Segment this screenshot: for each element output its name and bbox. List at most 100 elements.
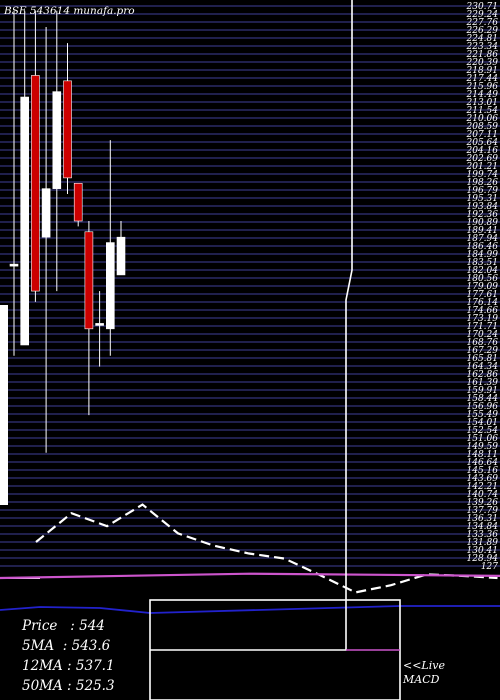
ma50-label: 50MA (22, 678, 63, 694)
price-axis-label: 133.36 (467, 530, 499, 540)
price-axis-label: 152.54 (467, 426, 499, 436)
price-axis-label: 229.24 (466, 10, 499, 20)
price-axis-label: 127 (481, 562, 498, 572)
price-axis-label: 189.41 (467, 226, 499, 236)
price-axis-label: 196.79 (467, 186, 499, 196)
price-axis-label: 151.06 (467, 434, 499, 444)
price-axis-label: 136.31 (467, 514, 499, 524)
macd-histogram-line (150, 0, 353, 651)
price-axis-label: 139.26 (467, 498, 499, 508)
ma12-value: 537.1 (75, 658, 115, 674)
price-axis-label: 223.34 (466, 42, 499, 52)
price-axis-label: 140.74 (467, 490, 499, 500)
price-grid (0, 5, 500, 567)
price-axis-label: 177.61 (467, 290, 499, 300)
price-row: Price : 544 (22, 618, 105, 634)
live-label[interactable]: <<Live (403, 659, 445, 672)
volume-line (0, 605, 500, 614)
price-axis-label: 156.96 (467, 402, 499, 412)
price-axis-label: 171.71 (467, 322, 499, 332)
ma5-value: 543.6 (71, 638, 111, 654)
price-axis-label: 161.39 (467, 378, 499, 388)
price-axis-label: 213.01 (466, 98, 499, 108)
ma50-value: 525.3 (75, 678, 115, 694)
price-axis-label: 201.21 (466, 162, 499, 172)
price-axis-label: 199.74 (467, 170, 499, 180)
candle-body (41, 188, 51, 238)
candle-body (20, 96, 30, 346)
live-macd-label: <<Live MACD (403, 659, 445, 687)
candle-body (116, 236, 126, 276)
signal-line (0, 572, 500, 580)
price-axis-label: 184.99 (467, 250, 499, 260)
price-axis-label: 186.46 (467, 242, 499, 252)
price-axis-label: 226.29 (466, 26, 499, 36)
price-axis-label: 179.09 (467, 282, 499, 292)
price-axis-label: 142.21 (467, 482, 499, 492)
candle-body (31, 75, 40, 292)
price-axis-label: 207.11 (466, 130, 499, 140)
price-axis-label: 211.54 (466, 106, 499, 116)
price-axis-label: 224.81 (466, 34, 499, 44)
candle-body (95, 323, 104, 326)
price-axis-label: 130.41 (467, 546, 499, 556)
candle-body (9, 263, 19, 267)
price-axis-label: 131.89 (467, 538, 499, 548)
price-axis-label: 217.44 (466, 74, 499, 84)
price-axis-label: 182.04 (467, 266, 499, 276)
price-axis-label: 145.16 (467, 466, 499, 476)
price-axis-label: 193.84 (467, 202, 499, 212)
price-axis-label: 128.94 (467, 554, 499, 564)
price-axis-label: 227.76 (466, 18, 499, 28)
price-axis-label: 154.01 (467, 418, 499, 428)
stats-panel: Price : 544 5MA : 543.6 12MA : 537.1 50M… (22, 616, 115, 696)
price-axis-label: 167.29 (467, 346, 499, 356)
price-axis-label: 221.86 (466, 50, 499, 60)
price-axis-label: 215.96 (466, 82, 499, 92)
ma5-label: 5MA (22, 638, 55, 654)
price-value: 544 (79, 618, 105, 634)
price-axis-label: 164.34 (467, 362, 499, 372)
price-axis-label: 214.49 (466, 90, 499, 100)
chart-title: BSE 543614 munafa.pro (3, 5, 135, 17)
left-edge-bar (0, 305, 8, 505)
price-axis-label: 134.84 (467, 522, 499, 532)
price-axis-label: 149.59 (467, 442, 499, 452)
price-axis-label: 202.69 (466, 154, 499, 164)
price-axis-label: 146.64 (467, 458, 499, 468)
price-axis-label: 220.39 (466, 58, 499, 68)
ma50-row: 50MA : 525.3 (22, 678, 115, 694)
price-axis-label: 190.89 (467, 218, 499, 228)
candles (9, 10, 126, 453)
price-axis-label: 173.19 (467, 314, 499, 324)
candle-body (63, 80, 72, 179)
price-axis-label: 155.49 (467, 410, 499, 420)
price-axis-label: 148.11 (467, 450, 499, 460)
price-axis-label: 205.64 (466, 138, 499, 148)
macd-label: MACD (403, 673, 440, 686)
price-axis-label: 218.91 (466, 66, 499, 76)
price-axis-label: 187.94 (467, 234, 499, 244)
price-axis: 230.71229.24227.76226.29224.81223.34221.… (466, 2, 499, 572)
price-axis-label: 183.51 (467, 258, 499, 268)
price-axis-label: 198.26 (467, 178, 499, 188)
ma12-label: 12MA (22, 658, 63, 674)
price-axis-label: 143.69 (467, 474, 499, 484)
price-axis-label: 180.56 (467, 274, 499, 284)
price-axis-label: 192.36 (467, 210, 499, 220)
price-axis-label: 195.31 (467, 194, 499, 204)
price-axis-label: 204.16 (466, 146, 499, 156)
price-axis-label: 174.66 (467, 306, 499, 316)
price-axis-label: 158.44 (467, 394, 499, 404)
candle-body (106, 242, 115, 330)
price-axis-label: 137.79 (467, 506, 499, 516)
price-axis-label: 165.81 (467, 354, 499, 364)
price-axis-label: 210.06 (466, 114, 499, 124)
candle-body (52, 91, 62, 189)
candle-body (73, 182, 83, 222)
ma5-row: 5MA : 543.6 (22, 638, 111, 654)
price-axis-label: 159.91 (467, 386, 499, 396)
